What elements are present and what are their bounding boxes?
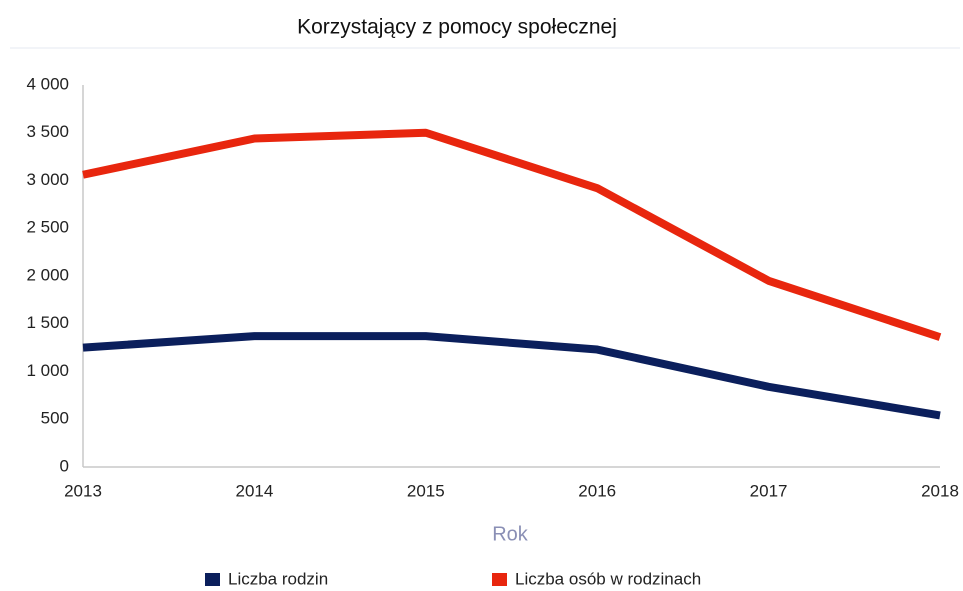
x-tick-label: 2014	[235, 481, 273, 500]
legend-swatch	[205, 573, 220, 586]
y-tick-label: 0	[60, 456, 69, 475]
line-series	[82, 332, 941, 420]
y-tick-label: 4 000	[26, 74, 69, 93]
legend-swatch	[492, 573, 507, 586]
legend-label: Liczba osób w rodzinach	[515, 569, 701, 588]
chart-title: Korzystający z pomocy społecznej	[297, 16, 617, 39]
x-axis-label: Rok	[492, 523, 529, 545]
x-tick-label: 2016	[578, 481, 616, 500]
x-tick-label: 2015	[407, 481, 445, 500]
legend-label: Liczba rodzin	[228, 569, 328, 588]
y-tick-label: 3 000	[26, 170, 69, 189]
y-tick-label: 3 500	[26, 122, 69, 141]
x-tick-label: 2013	[64, 481, 102, 500]
line-series	[82, 128, 942, 341]
x-tick-label: 2017	[750, 481, 788, 500]
y-tick-label: 1 500	[26, 313, 69, 332]
y-tick-label: 2 500	[26, 218, 69, 237]
y-tick-label: 1 000	[26, 361, 69, 380]
y-tick-label: 500	[41, 409, 69, 428]
y-tick-label: 2 000	[26, 265, 69, 284]
x-tick-label: 2018	[921, 481, 959, 500]
